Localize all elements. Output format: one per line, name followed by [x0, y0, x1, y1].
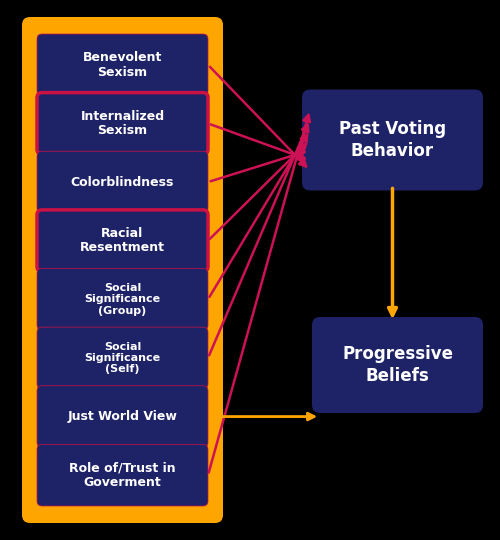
Text: Racial
Resentment: Racial Resentment: [80, 227, 165, 254]
FancyBboxPatch shape: [37, 93, 208, 154]
Text: Progressive
Beliefs: Progressive Beliefs: [342, 345, 453, 385]
FancyBboxPatch shape: [22, 17, 223, 523]
FancyBboxPatch shape: [37, 268, 208, 330]
FancyBboxPatch shape: [37, 386, 208, 447]
FancyBboxPatch shape: [37, 444, 208, 506]
Text: Internalized
Sexism: Internalized Sexism: [80, 110, 164, 137]
Text: Social
Significance
(Self): Social Significance (Self): [84, 342, 160, 374]
Text: Role of/Trust in
Goverment: Role of/Trust in Goverment: [69, 462, 176, 489]
FancyBboxPatch shape: [37, 327, 208, 389]
FancyBboxPatch shape: [312, 317, 483, 413]
Text: Colorblindness: Colorblindness: [71, 176, 174, 188]
FancyBboxPatch shape: [37, 151, 208, 213]
Text: Benevolent
Sexism: Benevolent Sexism: [83, 51, 162, 78]
Text: Past Voting
Behavior: Past Voting Behavior: [339, 120, 446, 160]
Text: Social
Significance
(Group): Social Significance (Group): [84, 283, 160, 315]
FancyBboxPatch shape: [302, 90, 483, 191]
Text: Just World View: Just World View: [68, 410, 178, 423]
FancyBboxPatch shape: [37, 210, 208, 272]
FancyBboxPatch shape: [37, 34, 208, 96]
